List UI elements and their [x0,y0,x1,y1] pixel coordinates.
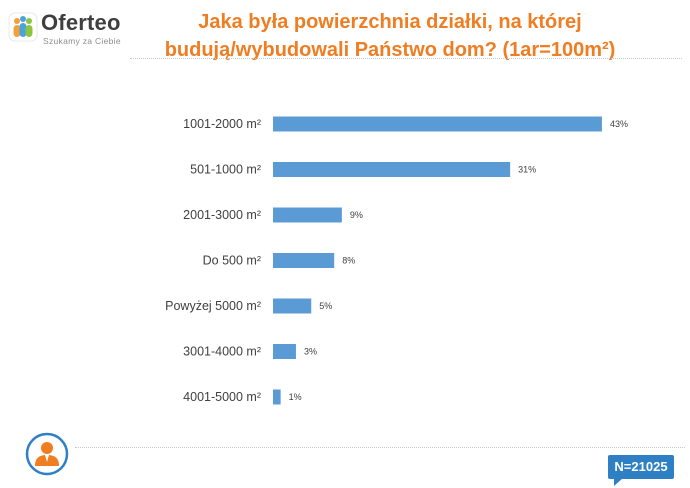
logo-people-icon [8,12,38,42]
category-label: Do 500 m² [203,254,261,268]
category-label: 1001-2000 m² [183,117,261,131]
sample-size-badge: N=21025 [608,455,674,486]
oferteo-logo[interactable]: Oferteo Szukamy za Ciebie [8,8,128,50]
brand-tagline: Szukamy za Ciebie [43,36,121,46]
value-label: 31% [518,165,536,175]
bar [273,344,296,359]
value-label: 8% [342,256,355,266]
bar-chart: 1001-2000 m² 43% 501-1000 m² 31% 2001-3000 m… [165,116,628,405]
chart-title-line-1: Jaka była powierzchnia działki, na które… [198,11,582,33]
footer-divider [75,447,685,448]
value-label: 5% [319,301,332,311]
bar [273,116,602,132]
category-label: 501-1000 m² [190,163,261,177]
value-label: 9% [350,210,363,220]
header-divider [130,58,682,59]
category-label: Powyżej 5000 m² [165,299,261,313]
bar [273,253,335,268]
user-icon[interactable] [25,432,69,476]
category-label: 2001-3000 m² [183,208,261,222]
bar [273,298,312,314]
category-label: 4001-5000 m² [183,390,261,404]
chart-title-line-2: budują/wybudowali Państwo dom? (1ar=100m… [164,39,616,61]
category-label: 3001-4000 m² [183,345,261,359]
bar [273,207,342,223]
header: Oferteo Szukamy za Ciebie Jaka była powi… [0,0,690,62]
bar [273,389,281,405]
value-label: 3% [304,347,317,357]
value-label: 43% [610,119,628,129]
value-label: 1% [289,392,302,402]
bar [273,162,511,177]
chart-title: Jaka była powierzchnia działki, na które… [95,8,685,64]
brand-name: Oferteo [41,10,121,35]
